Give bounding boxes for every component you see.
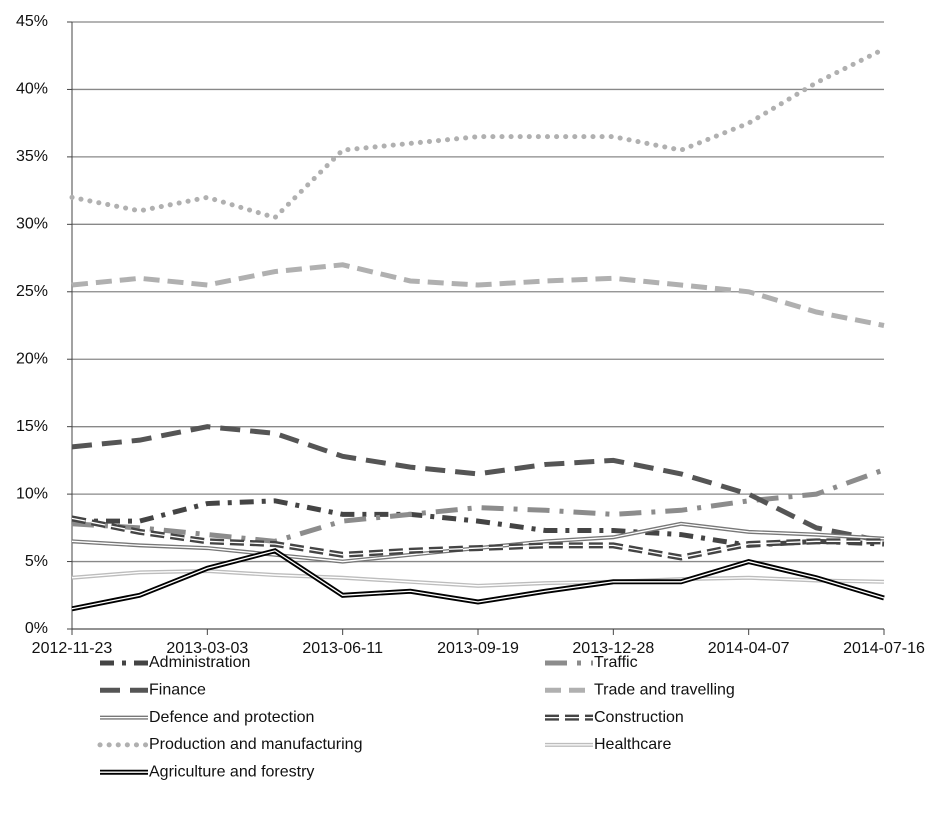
legend-label: Traffic [594,654,638,671]
x-tick-label: 2014-07-16 [843,640,925,657]
series-line-core [71,570,885,587]
series-line [71,515,884,561]
y-tick-label: 45% [16,13,48,30]
legend-label: Construction [594,709,684,726]
legend-label: Defence and protection [149,709,314,726]
x-tick-label: 2012-11-23 [32,640,113,657]
y-tick-label: 5% [25,553,48,570]
y-tick-label: 0% [25,620,48,637]
legend-label: Finance [149,682,206,699]
series-line-core [71,550,885,610]
series-line [71,521,885,564]
y-tick-label: 40% [16,81,48,98]
legend-label: Trade and travelling [594,682,735,699]
series-line [71,424,885,544]
series-line-core [71,517,884,559]
x-tick-label: 2013-03-03 [166,640,248,657]
series-line [69,46,887,221]
legend-label: Production and manufacturing [149,736,362,753]
y-tick-label: 20% [16,350,48,367]
legend-label: Healthcare [594,736,671,753]
y-tick-label: 30% [16,216,48,233]
x-tick-label: 2013-12-28 [572,640,654,657]
legend-label: Agriculture and forestry [149,763,314,780]
y-tick-label: 35% [16,148,48,165]
y-tick-label: 10% [16,485,48,502]
series-line [71,262,885,328]
x-tick-label: 2014-04-07 [708,640,790,657]
x-tick-label: 2013-09-19 [437,640,519,657]
x-tick-label: 2013-06-11 [302,640,383,657]
legend-label: Administration [149,654,250,671]
series-line-core [71,523,885,563]
y-tick-label: 15% [16,418,48,435]
y-tick-label: 25% [16,283,48,300]
